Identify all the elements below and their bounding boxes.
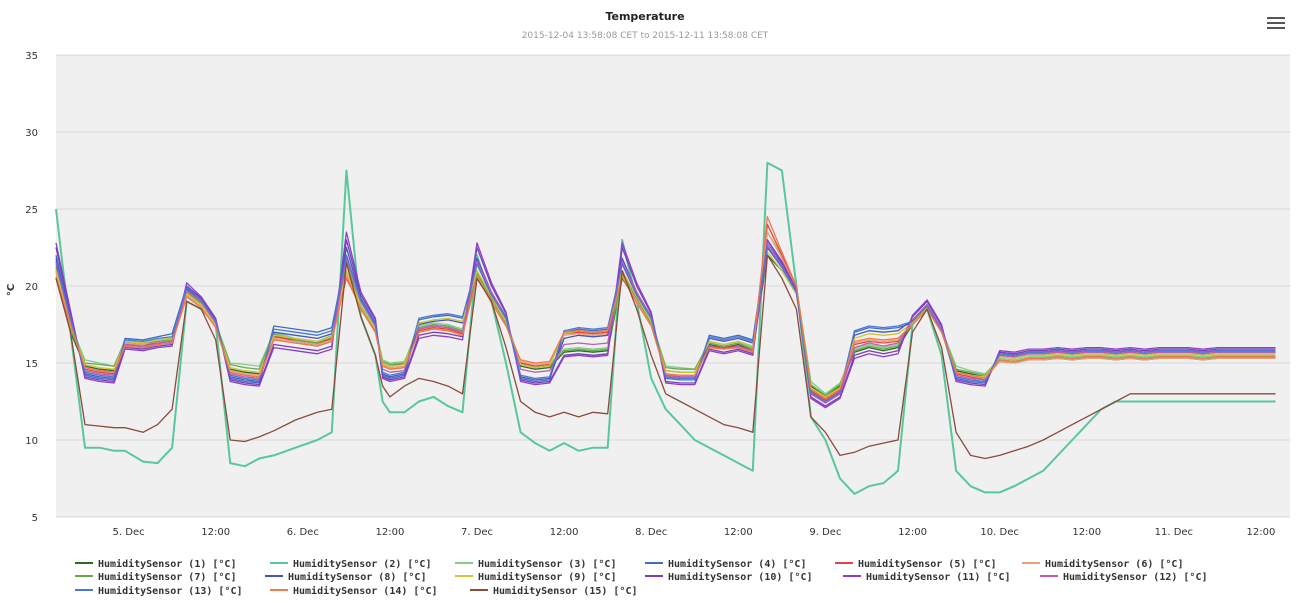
x-tick-label: 6. Dec bbox=[287, 527, 319, 538]
y-axis-label: °C bbox=[6, 284, 17, 296]
legend-item[interactable]: HumiditySensor (13) [°C] bbox=[98, 585, 243, 597]
legend-item[interactable]: HumiditySensor (14) [°C] bbox=[293, 585, 438, 597]
series-lines bbox=[55, 161, 1276, 495]
x-tick-label: 12:00 bbox=[898, 527, 927, 538]
series-line[interactable] bbox=[55, 254, 1276, 460]
y-tick-label: 5 bbox=[32, 513, 38, 524]
legend-item[interactable]: HumiditySensor (4) [°C] bbox=[668, 558, 806, 570]
legend-item[interactable]: HumiditySensor (1) [°C] bbox=[98, 558, 236, 570]
series-line[interactable] bbox=[55, 231, 1276, 409]
x-axis-ticks: 5. Dec 12:00 6. Dec 12:00 7. Dec 12:00 8. Dec 1… bbox=[113, 527, 1276, 538]
y-tick-label: 25 bbox=[25, 205, 38, 216]
hamburger-menu-icon[interactable] bbox=[1265, 14, 1287, 32]
x-tick-label: 12:00 bbox=[724, 527, 753, 538]
legend-item[interactable]: HumiditySensor (6) [°C] bbox=[1045, 558, 1183, 570]
y-tick-label: 15 bbox=[25, 359, 38, 370]
x-tick-label: 7. Dec bbox=[461, 527, 493, 538]
series-line[interactable] bbox=[55, 216, 1276, 400]
x-tick-label: 12:00 bbox=[1247, 527, 1276, 538]
x-tick-label: 12:00 bbox=[201, 527, 230, 538]
x-tick-label: 12:00 bbox=[550, 527, 579, 538]
menu-bar bbox=[1267, 17, 1285, 19]
x-tick-label: 8. Dec bbox=[635, 527, 667, 538]
x-tick-label: 12:00 bbox=[375, 527, 404, 538]
legend-item[interactable]: HumiditySensor (12) [°C] bbox=[1063, 571, 1208, 583]
series-line[interactable] bbox=[55, 161, 1276, 495]
chart-title: Temperature bbox=[605, 10, 684, 23]
x-tick-label: 11. Dec bbox=[1155, 527, 1193, 538]
legend-item[interactable]: HumiditySensor (2) [°C] bbox=[293, 558, 431, 570]
x-tick-label: 12:00 bbox=[1072, 527, 1101, 538]
legend-item[interactable]: HumiditySensor (11) [°C] bbox=[866, 571, 1011, 583]
legend-item[interactable]: HumiditySensor (9) [°C] bbox=[478, 571, 616, 583]
menu-bar bbox=[1267, 22, 1285, 24]
y-axis-ticks: 5 10 15 20 25 30 35 bbox=[25, 51, 38, 524]
legend-item[interactable]: HumiditySensor (7) [°C] bbox=[98, 571, 236, 583]
x-tick-label: 5. Dec bbox=[113, 527, 145, 538]
x-tick-label: 10. Dec bbox=[980, 527, 1018, 538]
x-tick-label: 9. Dec bbox=[809, 527, 841, 538]
legend-item[interactable]: HumiditySensor (10) [°C] bbox=[668, 571, 813, 583]
y-tick-label: 30 bbox=[25, 128, 38, 139]
legend-item[interactable]: HumiditySensor (5) [°C] bbox=[858, 558, 996, 570]
legend: HumiditySensor (1) [°C] HumiditySensor (2… bbox=[75, 558, 1208, 597]
y-tick-label: 10 bbox=[25, 436, 38, 447]
series-line[interactable] bbox=[55, 245, 1276, 403]
y-tick-label: 20 bbox=[25, 282, 38, 293]
legend-item[interactable]: HumiditySensor (3) [°C] bbox=[478, 558, 616, 570]
y-tick-label: 35 bbox=[25, 51, 38, 62]
legend-item[interactable]: HumiditySensor (8) [°C] bbox=[288, 571, 426, 583]
legend-item[interactable]: HumiditySensor (15) [°C] bbox=[493, 585, 638, 597]
chart-subtitle: 2015-12-04 13:58:08 CET to 2015-12-11 13… bbox=[522, 31, 769, 41]
series-line[interactable] bbox=[55, 251, 1276, 398]
menu-bar bbox=[1267, 27, 1285, 29]
